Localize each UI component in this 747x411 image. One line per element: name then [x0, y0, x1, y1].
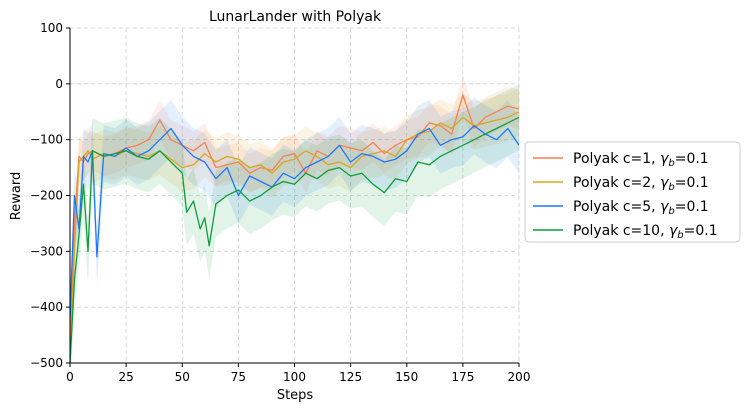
x-tick-label: 25 — [118, 370, 133, 384]
legend-label: Polyak c=5, γb=0.1 — [573, 199, 709, 217]
y-tick-label: −200 — [30, 189, 63, 203]
legend-label: Polyak c=1, γb=0.1 — [573, 151, 709, 169]
x-tick-label: 200 — [508, 370, 531, 384]
x-ticks: 0 25 50 75 100 125 150 175 200 — [66, 363, 530, 384]
x-tick-label: 0 — [66, 370, 74, 384]
series-lines — [70, 94, 519, 363]
series-line — [70, 116, 519, 363]
legend-label: Polyak c=10, γb=0.1 — [573, 223, 718, 241]
y-tick-label: −300 — [30, 244, 63, 258]
series-band — [70, 84, 519, 363]
x-tick-label: 125 — [339, 370, 362, 384]
x-axis-label: Steps — [277, 388, 314, 403]
y-tick-label: 0 — [55, 77, 63, 91]
y-tick-label: −400 — [30, 300, 63, 314]
legend-label: Polyak c=2, γb=0.1 — [573, 175, 709, 193]
series-band — [70, 87, 519, 363]
x-tick-label: 150 — [395, 370, 418, 384]
legend: Polyak c=1, γb=0.1 Polyak c=2, γb=0.1 Poly… — [524, 141, 741, 243]
y-tick-label: −100 — [30, 133, 63, 147]
x-tick-label: 75 — [231, 370, 246, 384]
x-tick-label: 100 — [283, 370, 306, 384]
chart-title: LunarLander with Polyak — [209, 9, 382, 25]
y-tick-label: 100 — [40, 21, 63, 35]
y-ticks: 100 0 −100 −200 −300 −400 −500 — [30, 21, 70, 370]
x-tick-label: 50 — [175, 370, 190, 384]
legend-box — [524, 141, 741, 243]
y-tick-label: −500 — [30, 356, 63, 370]
y-axis-label: Reward — [9, 172, 24, 220]
series-band — [70, 97, 519, 347]
x-tick-label: 175 — [451, 370, 474, 384]
